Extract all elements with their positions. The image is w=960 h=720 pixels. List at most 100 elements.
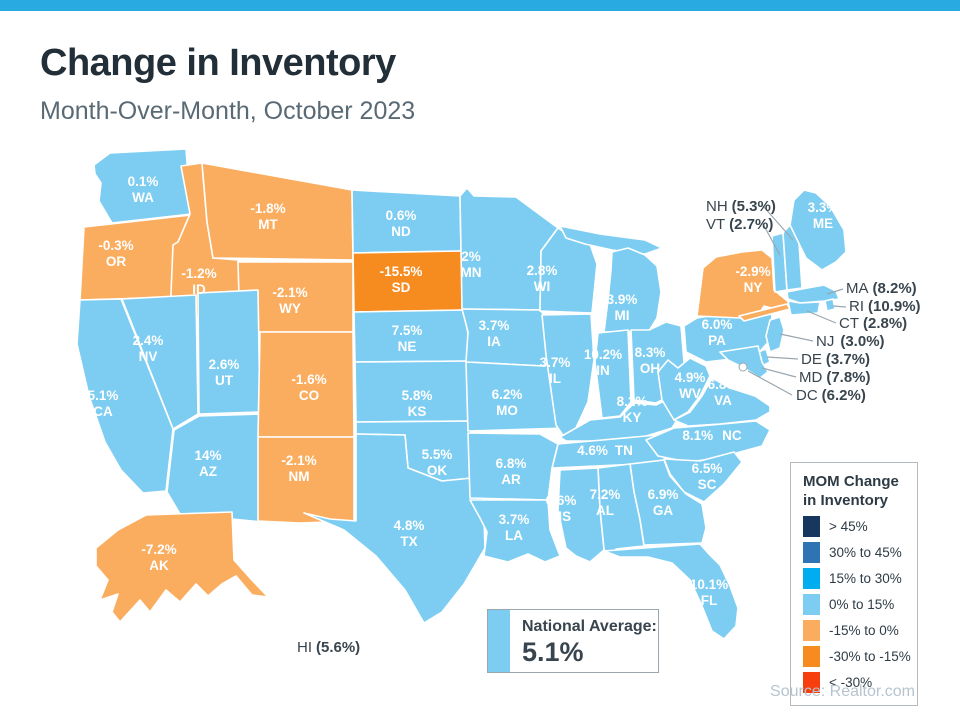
callout-line-ri (832, 305, 847, 308)
state-label-il: 3.7% IL (540, 355, 571, 386)
callout-line-md (761, 367, 797, 378)
state-wi (539, 227, 598, 314)
state-md (719, 345, 769, 379)
state-label-ia: 3.7% IA (479, 318, 510, 349)
state-wv (657, 357, 711, 421)
legend-item: 15% to 30% (803, 567, 911, 589)
callout-line-vt (762, 223, 781, 256)
state-me (789, 189, 847, 271)
legend-item: > 45% (803, 515, 911, 537)
source-attribution: Source: Realtor.com (770, 683, 915, 700)
state-label-mt: -1.8% MT (250, 201, 285, 232)
state-label-va: 6.8% VA (708, 377, 739, 408)
national-average-value: 5.1% (522, 637, 584, 667)
callout-line-nj (779, 333, 814, 342)
state-label-or: -0.3% OR (98, 238, 133, 269)
callout-line-nh (762, 205, 794, 241)
state-label-tn: 4.6% TN (577, 443, 633, 458)
state-label-me: 3.3% ME (808, 200, 839, 231)
legend-item: -15% to 0% (803, 619, 911, 641)
national-average-box: National Average: 5.1% (487, 609, 659, 673)
state-label-ca: 5.1% CA (88, 388, 119, 419)
state-mi-upper (559, 225, 663, 255)
callout-label-vt: VT (2.7%) (706, 216, 773, 233)
state-label-ok: 5.5% OK (422, 447, 453, 478)
state-label-ne: 7.5% NE (392, 323, 423, 354)
legend-item: -30% to -15% (803, 645, 911, 667)
state-label-ks: 5.8% KS (402, 388, 433, 419)
legend-swatch (803, 567, 820, 589)
state-label-ar: 6.8% AR (496, 456, 527, 487)
map-legend: MOM Change in Inventory > 45% 30% to 45%… (790, 462, 918, 706)
state-label-ms: 6.6% MS (546, 493, 577, 524)
state-label-nv: 2.4% NV (133, 333, 164, 364)
state-label-sc: 6.5% SC (692, 461, 723, 492)
legend-swatch (803, 671, 820, 693)
state-label-ak: -7.2% AK (141, 542, 176, 573)
state-label-nm: -2.1% NM (281, 453, 316, 484)
state-ma (786, 284, 840, 304)
state-label-ky: 8.2% KY (617, 394, 648, 425)
callout-label-de: DE (3.7%) (801, 351, 870, 368)
state-label-az: 14% AZ (194, 448, 221, 479)
state-nj (765, 316, 785, 353)
state-fl (603, 543, 739, 640)
state-mt (201, 162, 354, 261)
state-label-in: 10.2% IN (584, 347, 622, 378)
legend-swatch (803, 541, 820, 563)
state-mi (603, 247, 662, 333)
state-ca (76, 298, 174, 494)
callout-label-ct: CT (2.8%) (839, 315, 907, 332)
state-label-mi: 3.9% MI (607, 292, 638, 323)
callout-label-nh: NH (5.3%) (706, 198, 776, 215)
national-average-label: National Average: (522, 618, 657, 635)
state-sc (663, 451, 743, 503)
legend-swatch (803, 515, 820, 537)
state-label-nd: 0.6% ND (386, 208, 417, 239)
callout-label-nj: NJ (3.0%) (816, 333, 885, 350)
state-la (469, 499, 561, 563)
state-label-id: -1.2% ID (181, 266, 216, 297)
state-label-sd: -15.5% SD (380, 264, 423, 295)
dc-marker (738, 362, 748, 372)
page-title: Change in Inventory (40, 42, 396, 84)
state-label-ut: 2.6% UT (209, 357, 240, 388)
callout-line-ct (806, 310, 837, 324)
state-label-wa: 0.1% WA (128, 174, 159, 205)
legend-item: 30% to 45% (803, 541, 911, 563)
state-ut (197, 289, 261, 415)
callout-line-de (766, 356, 799, 360)
national-average-accent-bar (488, 610, 510, 672)
state-label-ga: 6.9% GA (648, 487, 679, 518)
state-label-la: 3.7% LA (499, 512, 530, 543)
hawaii-label: HI (5.6%) (297, 639, 360, 656)
legend-swatch (803, 645, 820, 667)
state-label-tx: 4.8% TX (394, 518, 425, 549)
page-subtitle: Month-Over-Month, October 2023 (40, 97, 416, 125)
legend-item: 0% to 15% (803, 593, 911, 615)
state-ak (95, 511, 269, 623)
state-ar (467, 432, 559, 501)
state-label-mo: 6.2% MO (492, 387, 523, 418)
callout-label-ri: RI (10.9%) (849, 298, 921, 315)
accent-top-bar (0, 0, 960, 11)
callout-line-dc (747, 370, 793, 396)
state-label-al: 7.2% AL (590, 487, 621, 518)
state-label-wy: -2.1% WY (272, 285, 307, 316)
legend-title: MOM Change in Inventory (803, 473, 899, 509)
legend-item: < -30% (803, 671, 911, 693)
state-label-fl: 10.1% FL (690, 577, 728, 608)
state-label-nc: 8.1% NC (682, 428, 742, 443)
state-label-wi: 2.8% WI (527, 263, 558, 294)
state-label-co: -1.6% CO (291, 372, 326, 403)
state-label-pa: 6.0% PA (702, 317, 733, 348)
callout-label-md: MD (7.8%) (799, 369, 871, 386)
state-tx (303, 433, 486, 624)
legend-swatch (803, 593, 820, 615)
state-label-mn: 2% MN (461, 249, 482, 280)
state-wa (93, 148, 192, 224)
state-ms (557, 467, 605, 563)
state-ri (824, 298, 836, 312)
state-label-ny: -2.9% NY (735, 264, 770, 295)
